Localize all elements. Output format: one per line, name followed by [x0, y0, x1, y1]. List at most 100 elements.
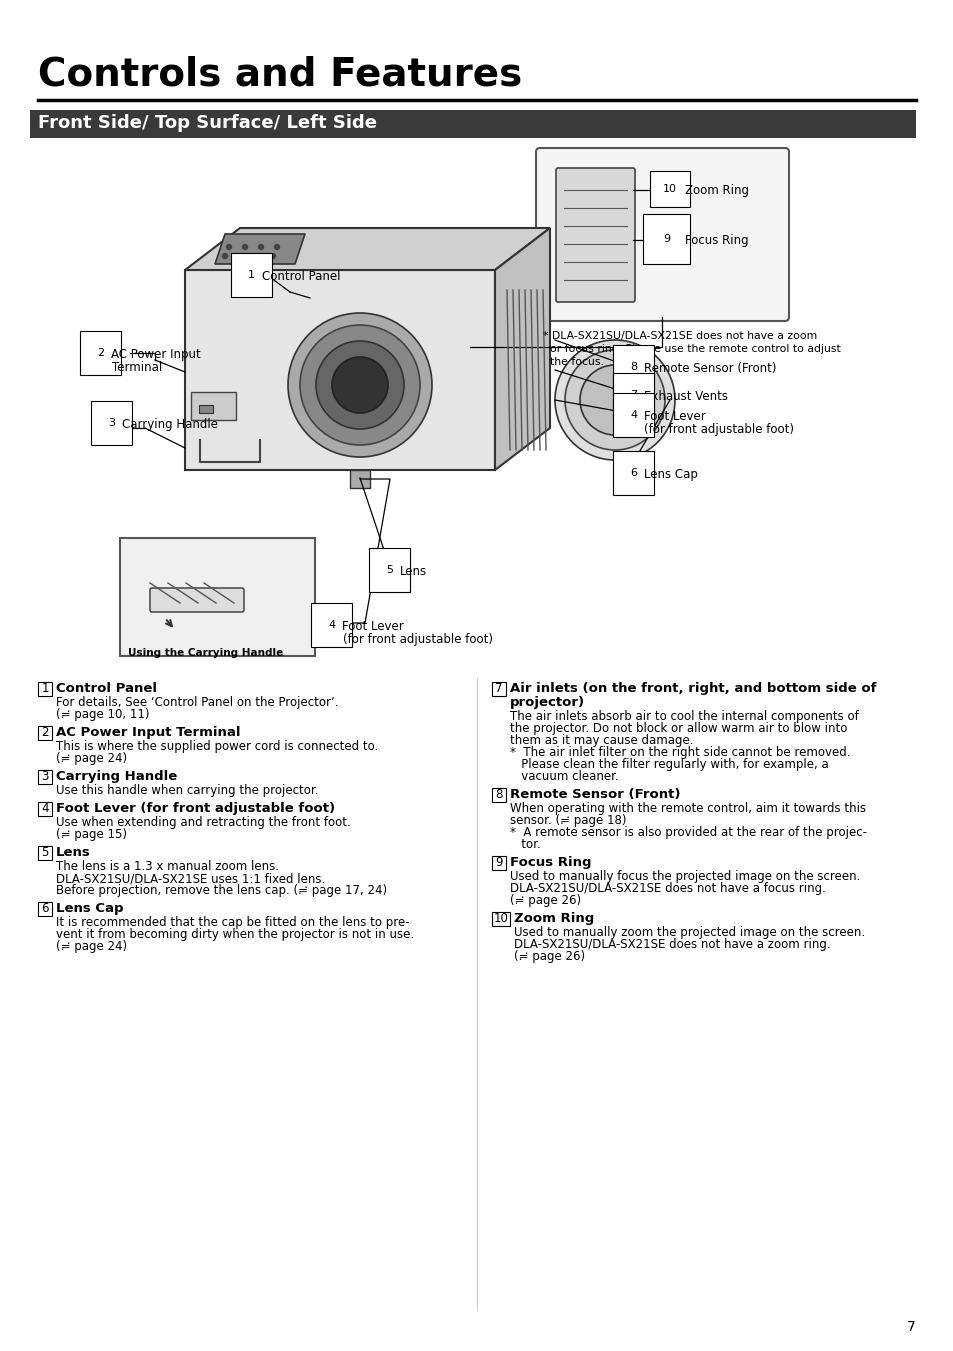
Text: 9: 9: [662, 234, 669, 245]
Text: Control Panel: Control Panel: [262, 270, 340, 282]
Polygon shape: [185, 228, 550, 270]
Text: DLA-SX21SU/DLA-SX21SE uses 1:1 fixed lens.: DLA-SX21SU/DLA-SX21SE uses 1:1 fixed len…: [56, 871, 325, 885]
Text: 7: 7: [629, 390, 637, 400]
Text: Terminal: Terminal: [112, 361, 162, 374]
Circle shape: [332, 357, 388, 413]
Text: Lens: Lens: [399, 565, 427, 578]
Circle shape: [254, 254, 259, 258]
Text: AC Power Input Terminal: AC Power Input Terminal: [56, 725, 240, 739]
Circle shape: [288, 313, 432, 457]
Circle shape: [222, 254, 227, 258]
Text: Carrying Handle: Carrying Handle: [56, 770, 177, 784]
Text: Lens Cap: Lens Cap: [643, 467, 698, 481]
Text: Use this handle when carrying the projector.: Use this handle when carrying the projec…: [56, 784, 318, 797]
Text: 2: 2: [41, 727, 49, 739]
Text: 7: 7: [906, 1320, 915, 1333]
Text: Controls and Features: Controls and Features: [38, 55, 521, 93]
Text: Used to manually zoom the projected image on the screen.: Used to manually zoom the projected imag…: [514, 925, 864, 939]
Text: Front Side/ Top Surface/ Left Side: Front Side/ Top Surface/ Left Side: [38, 113, 376, 132]
Text: The lens is a 1.3 x manual zoom lens.: The lens is a 1.3 x manual zoom lens.: [56, 861, 278, 873]
Text: When operating with the remote control, aim it towards this: When operating with the remote control, …: [510, 802, 865, 815]
Bar: [38, 682, 52, 696]
Circle shape: [564, 350, 664, 450]
Bar: [30, 109, 915, 138]
Text: 6: 6: [41, 902, 49, 916]
Text: 4: 4: [328, 620, 335, 630]
Bar: [191, 392, 235, 420]
Text: 2: 2: [97, 349, 104, 358]
Text: Focus Ring: Focus Ring: [684, 234, 748, 247]
Text: 9: 9: [495, 857, 502, 870]
Circle shape: [315, 340, 403, 430]
Text: 6: 6: [629, 467, 637, 478]
Text: 7: 7: [495, 682, 502, 696]
Text: 8: 8: [495, 789, 502, 801]
Text: Lens: Lens: [56, 846, 91, 859]
Bar: [38, 846, 52, 861]
Text: Used to manually focus the projected image on the screen.: Used to manually focus the projected ima…: [510, 870, 860, 884]
Circle shape: [226, 245, 232, 250]
FancyBboxPatch shape: [556, 168, 635, 303]
Text: Foot Lever (for front adjustable foot): Foot Lever (for front adjustable foot): [56, 802, 335, 815]
Polygon shape: [214, 234, 305, 263]
Text: (for front adjustable foot): (for front adjustable foot): [643, 423, 793, 436]
Text: tor.: tor.: [510, 838, 540, 851]
Text: the focus.: the focus.: [542, 357, 603, 367]
Text: (for front adjustable foot): (for front adjustable foot): [343, 634, 493, 646]
Circle shape: [555, 340, 675, 459]
Text: It is recommended that the cap be fitted on the lens to pre-: It is recommended that the cap be fitted…: [56, 916, 409, 929]
Text: (≓ page 24): (≓ page 24): [56, 940, 127, 952]
Text: them as it may cause damage.: them as it may cause damage.: [510, 734, 693, 747]
Text: This is where the supplied power cord is connected to.: This is where the supplied power cord is…: [56, 740, 377, 753]
Text: Focus Ring: Focus Ring: [510, 857, 591, 869]
Text: (≓ page 15): (≓ page 15): [56, 828, 127, 842]
Text: projector): projector): [510, 696, 584, 709]
Text: 5: 5: [41, 847, 49, 859]
Circle shape: [242, 245, 247, 250]
Circle shape: [271, 254, 275, 258]
Text: 4: 4: [629, 409, 637, 420]
Text: Lens Cap: Lens Cap: [56, 902, 123, 915]
Text: Air inlets (on the front, right, and bottom side of: Air inlets (on the front, right, and bot…: [510, 682, 876, 694]
Text: vacuum cleaner.: vacuum cleaner.: [510, 770, 618, 784]
Text: or focus ring. Please use the remote control to adjust: or focus ring. Please use the remote con…: [542, 345, 840, 354]
Text: AC Power Input: AC Power Input: [111, 349, 200, 361]
Circle shape: [579, 365, 649, 435]
Text: Carrying Handle: Carrying Handle: [122, 417, 218, 431]
Text: Foot Lever: Foot Lever: [643, 409, 705, 423]
Text: Control Panel: Control Panel: [56, 682, 157, 694]
Bar: [492, 788, 505, 802]
Text: Using the Carrying Handle: Using the Carrying Handle: [128, 648, 283, 658]
Bar: [492, 912, 510, 925]
Text: (≓ page 24): (≓ page 24): [56, 753, 127, 765]
Text: sensor. (≓ page 18): sensor. (≓ page 18): [510, 815, 626, 827]
Text: the projector. Do not block or allow warm air to blow into: the projector. Do not block or allow war…: [510, 721, 846, 735]
Polygon shape: [495, 228, 550, 470]
Text: Foot Lever: Foot Lever: [341, 620, 403, 634]
Text: 4: 4: [41, 802, 49, 816]
Text: Please clean the filter regularly with, for example, a: Please clean the filter regularly with, …: [510, 758, 828, 771]
Text: *  The air inlet filter on the right side cannot be removed.: * The air inlet filter on the right side…: [510, 746, 850, 759]
Bar: [38, 725, 52, 740]
FancyBboxPatch shape: [536, 149, 788, 322]
Bar: [199, 405, 213, 413]
Text: 8: 8: [629, 362, 637, 372]
Text: *  A remote sensor is also provided at the rear of the projec-: * A remote sensor is also provided at th…: [510, 825, 866, 839]
Circle shape: [274, 245, 279, 250]
Text: 1: 1: [41, 682, 49, 696]
Text: Exhaust Vents: Exhaust Vents: [643, 390, 727, 403]
Text: 10: 10: [493, 912, 508, 925]
Bar: [492, 857, 505, 870]
Circle shape: [258, 245, 263, 250]
Text: (≓ page 10, 11): (≓ page 10, 11): [56, 708, 150, 721]
Text: (≓ page 26): (≓ page 26): [514, 950, 584, 963]
Text: The air inlets absorb air to cool the internal components of: The air inlets absorb air to cool the in…: [510, 711, 858, 723]
Text: Zoom Ring: Zoom Ring: [514, 912, 594, 925]
Bar: [120, 538, 314, 657]
Bar: [350, 470, 370, 488]
Bar: [38, 770, 52, 784]
Circle shape: [238, 254, 243, 258]
Text: (≓ page 26): (≓ page 26): [510, 894, 580, 907]
Text: vent it from becoming dirty when the projector is not in use.: vent it from becoming dirty when the pro…: [56, 928, 414, 942]
Text: DLA-SX21SU/DLA-SX21SE does not have a focus ring.: DLA-SX21SU/DLA-SX21SE does not have a fo…: [510, 882, 825, 894]
